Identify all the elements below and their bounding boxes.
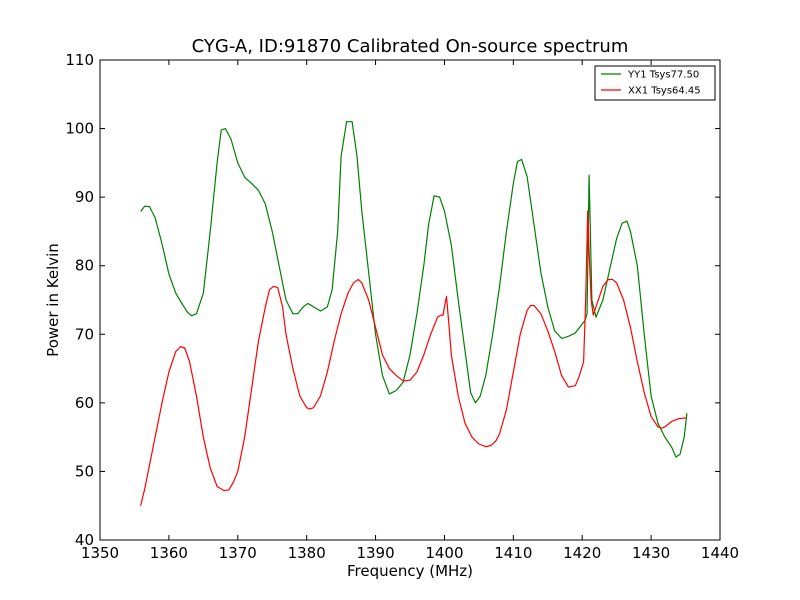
x-tick-label: 1440 [701, 544, 739, 562]
y-tick-label: 80 [75, 257, 94, 275]
chart-title: CYG-A, ID:91870 Calibrated On-source spe… [192, 36, 629, 57]
x-tick-label: 1430 [632, 544, 670, 562]
y-tick-label: 50 [75, 462, 94, 480]
y-axis-label: Power in Kelvin [44, 243, 62, 357]
x-axis: 1350 1360 1370 1380 1390 1400 1410 1420 1430 1440 [81, 60, 739, 562]
legend: YY1 Tsys77.50 XX1 Tsys64.45 [594, 65, 716, 101]
x-tick-label: 1350 [81, 544, 119, 562]
x-tick-label: 1370 [219, 544, 257, 562]
x-tick-label: 1360 [150, 544, 188, 562]
legend-label-xx1: XX1 Tsys64.45 [628, 86, 701, 97]
x-tick-label: 1380 [288, 544, 326, 562]
x-tick-label: 1420 [563, 544, 601, 562]
y-tick-label: 60 [75, 394, 94, 412]
legend-label-yy1: YY1 Tsys77.50 [627, 70, 699, 81]
x-axis-label: Frequency (MHz) [347, 562, 473, 580]
x-tick-label: 1410 [494, 544, 532, 562]
y-tick-label: 110 [65, 51, 94, 69]
series-layer [140, 121, 688, 506]
x-tick-label: 1400 [425, 544, 463, 562]
y-tick-label: 70 [75, 325, 94, 343]
y-tick-label: 90 [75, 188, 94, 206]
series-line-xx1 [140, 210, 687, 506]
y-axis: 40 50 60 70 80 90 100 110 [65, 51, 720, 549]
legend-box [594, 65, 716, 101]
y-tick-label: 40 [75, 531, 94, 549]
x-tick-label: 1390 [356, 544, 394, 562]
plot-frame [99, 59, 721, 541]
y-tick-label: 100 [65, 120, 94, 138]
series-line-yy1 [140, 121, 688, 458]
